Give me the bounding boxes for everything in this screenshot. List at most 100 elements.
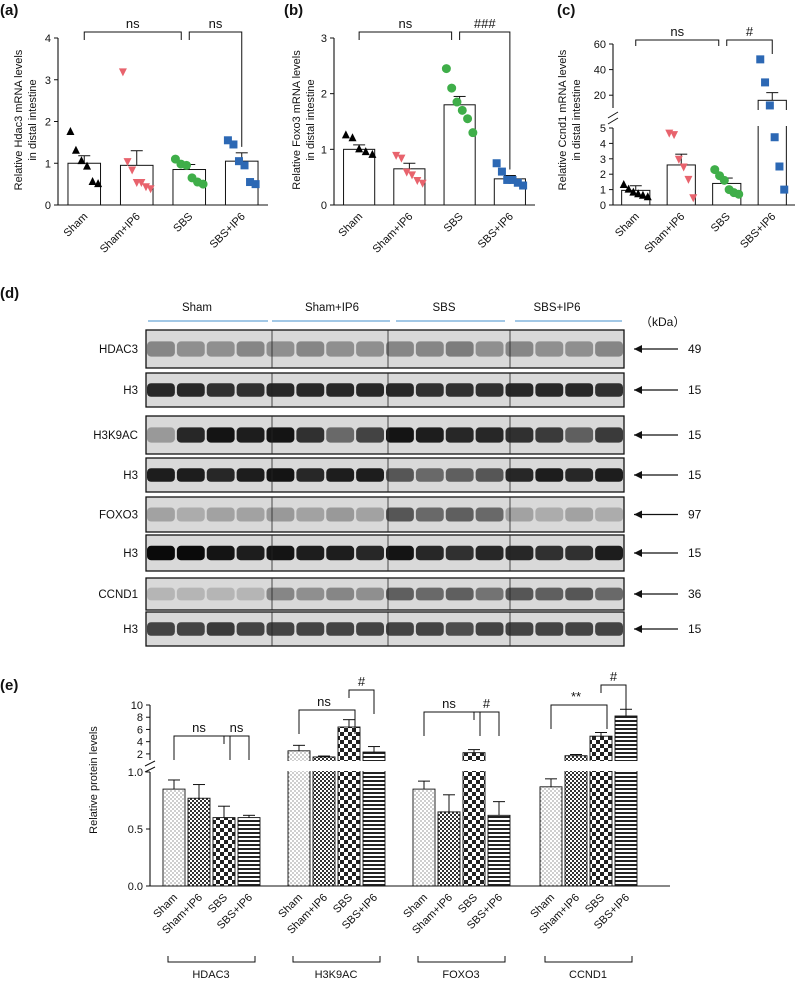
wb-band xyxy=(475,507,504,522)
panel-a-point xyxy=(170,154,180,164)
panel-e-bar xyxy=(337,726,361,887)
panel-a-xtick-label: Sham xyxy=(62,211,91,240)
wb-band xyxy=(296,383,325,397)
panel-c-point xyxy=(674,155,683,164)
panel-e-group-label: CCND1 xyxy=(569,969,607,981)
panel-b-xtick-label: Sham+IP6 xyxy=(370,211,415,256)
panel-e-bar xyxy=(564,755,588,887)
panel-b-ytick-label: 2 xyxy=(321,89,327,101)
panel-a-ytick-label: 3 xyxy=(45,75,51,87)
wb-band xyxy=(445,545,474,561)
panel-e-comparison-label: ns xyxy=(230,720,244,735)
panel-b-ytick-label: 1 xyxy=(321,144,327,156)
wb-band xyxy=(565,507,594,522)
wb-band xyxy=(296,427,325,443)
wb-band xyxy=(296,587,325,601)
wb-band xyxy=(236,468,265,482)
wb-band xyxy=(176,545,205,561)
panel-c-comparison-1-bracket xyxy=(726,39,773,54)
panel-e-ylabel: Relative protein levels xyxy=(88,726,100,834)
wb-band xyxy=(206,468,235,482)
wb-band xyxy=(206,341,235,357)
panel-c-xtick-label: SBS+IP6 xyxy=(738,211,778,251)
panel-e-comparison-label: ** xyxy=(571,689,581,704)
wb-group-sham-ip6: Sham+IP6 xyxy=(305,302,359,314)
panel-b-point xyxy=(468,128,478,138)
wb-band xyxy=(415,545,444,561)
panel-c-point xyxy=(770,133,779,142)
wb-band xyxy=(386,427,414,443)
wb-band xyxy=(326,507,355,522)
wb-arrow-head xyxy=(634,590,642,598)
panel-e-ytick-label: 2 xyxy=(137,749,143,761)
wb-band xyxy=(565,622,594,636)
panel-b-point xyxy=(368,149,377,158)
panel-e-comparison-bracket xyxy=(550,704,608,729)
panel-b-comparison-0-label: ns xyxy=(399,16,413,31)
wb-band xyxy=(386,341,414,357)
panel-c-point xyxy=(629,187,638,196)
panel-c-comparison-0-bracket xyxy=(635,39,720,46)
wb-band xyxy=(595,622,623,636)
wb-band xyxy=(535,468,564,482)
wb-blot-label: HDAC3 xyxy=(99,344,138,356)
panel-e-bar xyxy=(487,814,511,887)
panel-e-group-bracket xyxy=(417,956,506,963)
panel-e-bar xyxy=(237,817,261,887)
panel-b-bar xyxy=(393,168,426,206)
panel-e-comparison-label: # xyxy=(358,674,366,689)
wb-band xyxy=(505,545,534,561)
wb-band xyxy=(565,383,594,397)
panel-a-point xyxy=(234,157,243,166)
panel-e-bar xyxy=(362,751,386,887)
wb-band xyxy=(505,507,534,522)
panel-e-comparison-label: # xyxy=(483,696,491,711)
wb-band xyxy=(326,468,355,482)
panel-c-comparison-0-label: ns xyxy=(670,24,684,39)
panel-a-hdac3-mrna: Relative Hdac3 mRNA levels in distal int… xyxy=(13,16,268,256)
panel-a-ylabel-2: in distal intestine xyxy=(27,79,39,160)
wb-band xyxy=(147,587,175,601)
wb-band xyxy=(445,468,474,482)
wb-band xyxy=(595,545,623,561)
wb-band xyxy=(296,468,325,482)
wb-blot-label: FOXO3 xyxy=(99,510,138,522)
panel-c-break-mark xyxy=(607,111,619,119)
wb-band xyxy=(445,383,474,397)
wb-band xyxy=(326,545,355,561)
panel-b-point xyxy=(441,64,451,74)
panel-e-group-bracket xyxy=(167,956,256,963)
wb-band xyxy=(505,383,534,397)
panel-c-ylabel-1: Relative Ccnd1 mRNA levels xyxy=(557,49,569,190)
wb-band xyxy=(296,341,325,357)
panel-b-point xyxy=(463,114,473,124)
panel-e-break-gap xyxy=(411,761,513,771)
wb-band xyxy=(475,468,504,482)
wb-band xyxy=(147,383,175,397)
wb-band xyxy=(475,622,504,636)
wb-group-sbs-ip6: SBS+IP6 xyxy=(534,302,581,314)
panel-e-bar xyxy=(412,788,436,887)
wb-arrow-head xyxy=(634,345,642,353)
wb-band xyxy=(565,427,594,443)
panel-a-point xyxy=(123,158,132,167)
panel-a-point xyxy=(77,156,86,165)
panel-c-ytick-label: 2 xyxy=(600,169,606,181)
panel-e-break-gap xyxy=(538,761,640,771)
wb-blot-label: H3K9AC xyxy=(93,430,138,442)
wb-band xyxy=(535,427,564,443)
panel-a-ylabel-1: Relative Hdac3 mRNA levels xyxy=(13,49,25,190)
wb-band xyxy=(356,383,384,397)
wb-band xyxy=(475,383,504,397)
wb-kda-value: 97 xyxy=(688,508,702,522)
wb-kda-value: 15 xyxy=(688,546,702,560)
panel-b-ylabel-1: Relative Foxo3 mRNA levels xyxy=(291,50,303,190)
wb-band xyxy=(266,383,295,397)
panel-b-point xyxy=(402,168,411,177)
panel-label-c: (c) xyxy=(557,2,575,19)
wb-band xyxy=(266,622,295,636)
panel-c-point xyxy=(638,190,647,199)
wb-blot-label: H3 xyxy=(123,470,138,482)
wb-band xyxy=(296,545,325,561)
wb-band xyxy=(445,622,474,636)
